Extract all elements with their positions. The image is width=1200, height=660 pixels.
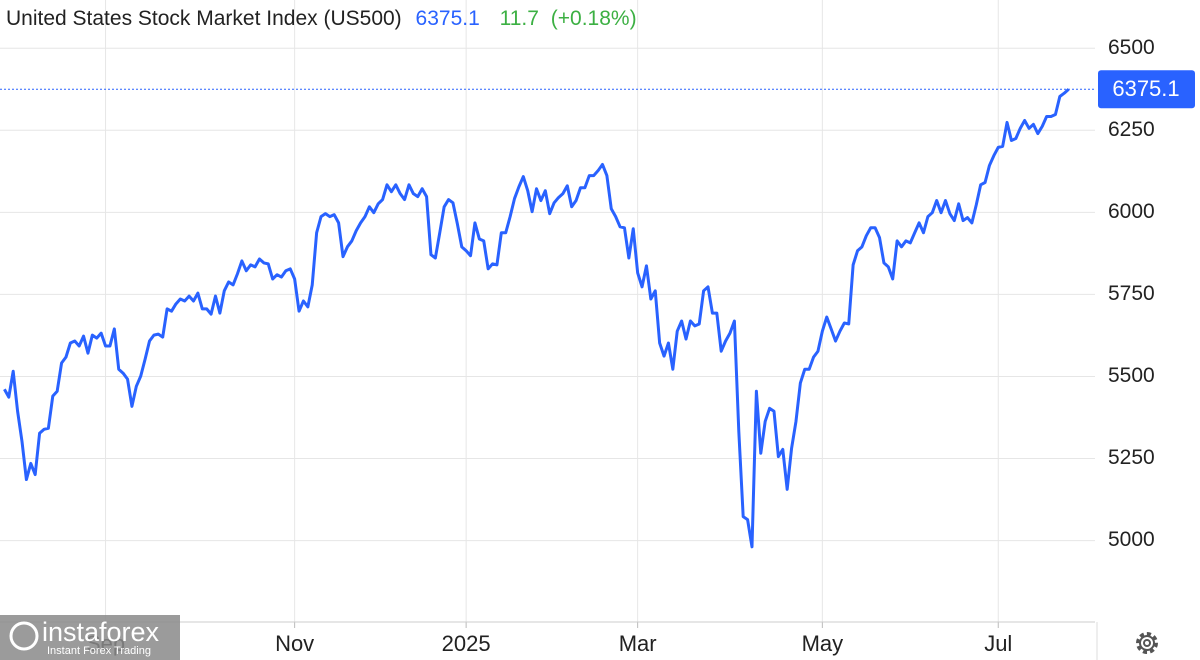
y-tick-label: 5000 bbox=[1108, 528, 1155, 551]
watermark: instaforex Instant Forex Trading bbox=[0, 615, 180, 660]
watermark-box bbox=[0, 615, 180, 660]
settings-button[interactable] bbox=[1136, 632, 1158, 654]
last-value: 6375.1 bbox=[416, 7, 480, 30]
watermark-brand: instaforex bbox=[42, 617, 160, 647]
x-tick-label: Mar bbox=[619, 631, 657, 656]
x-tick-label: May bbox=[802, 631, 844, 656]
y-tick-label: 5500 bbox=[1108, 364, 1155, 387]
plot bbox=[0, 88, 1095, 549]
watermark-logo bbox=[9, 621, 39, 651]
gear-ring[interactable] bbox=[1139, 635, 1155, 651]
change: 11.7 bbox=[500, 7, 539, 30]
change-percent: (+0.18%) bbox=[551, 7, 637, 30]
title-text: United States Stock Market Index (US500) bbox=[6, 7, 402, 30]
last-value-tag bbox=[1098, 70, 1195, 109]
gear-teeth[interactable] bbox=[1136, 632, 1158, 654]
y-tick-label: 5250 bbox=[1108, 446, 1155, 469]
y-tick-label: 6500 bbox=[1108, 36, 1155, 59]
x-tick-label: Jul bbox=[984, 631, 1012, 656]
line-series bbox=[3, 88, 1070, 549]
y-tick-label: 6000 bbox=[1108, 200, 1155, 223]
last-value-label: 6375.1 bbox=[1112, 76, 1179, 101]
y-tick-label: 5750 bbox=[1108, 282, 1155, 305]
y-tick-label: 6250 bbox=[1108, 118, 1155, 141]
watermark-tagline: Instant Forex Trading bbox=[47, 645, 151, 657]
gear-hub[interactable] bbox=[1143, 639, 1151, 647]
x-tick-label: 2025 bbox=[442, 631, 491, 656]
x-tick-label: Nov bbox=[275, 631, 314, 656]
grid bbox=[0, 0, 1098, 660]
chart-title: United States Stock Market Index (US500)… bbox=[6, 7, 637, 30]
